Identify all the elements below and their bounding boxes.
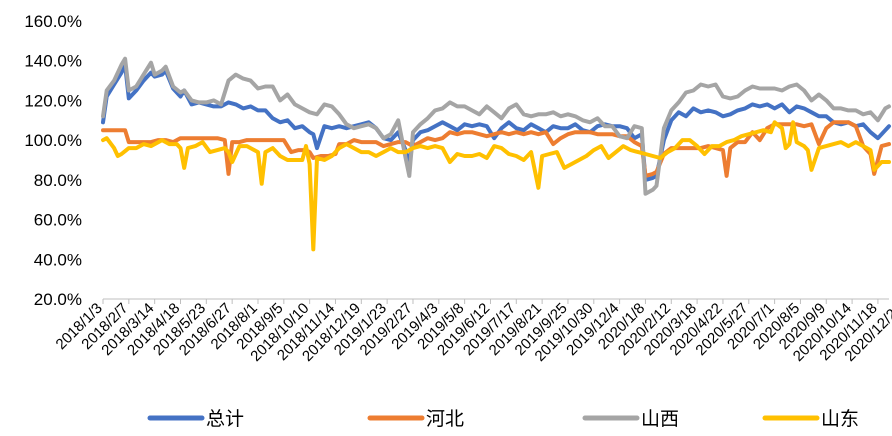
y-tick-label: 160.0% — [24, 12, 82, 31]
legend-label: 河北 — [426, 408, 464, 430]
y-tick-label: 140.0% — [24, 52, 82, 71]
y-axis: 20.0% 40.0% 60.0% 80.0% 100.0% 120.0% 140.0% 16… — [24, 12, 82, 309]
series-lines — [101, 56, 891, 252]
y-tick-label: 20.0% — [34, 290, 82, 309]
series-line-3 — [101, 56, 891, 196]
series-line-2 — [101, 120, 891, 178]
y-tick-label: 100.0% — [24, 131, 82, 150]
legend-label: 总计 — [206, 408, 244, 430]
legend-label: 山西 — [641, 408, 679, 430]
series-line-4 — [101, 120, 891, 252]
y-tick-label: 80.0% — [34, 171, 82, 190]
y-tick-label: 40.0% — [34, 250, 82, 269]
series-line-1 — [101, 62, 891, 182]
legend-label: 山东 — [821, 408, 859, 430]
y-tick-label: 120.0% — [24, 91, 82, 110]
legend: 总计 河北 山西 山东 — [147, 408, 859, 430]
x-axis: 2018/1/32018/2/72018/3/142018/4/182018/5… — [53, 298, 892, 365]
y-tick-label: 60.0% — [34, 211, 82, 230]
